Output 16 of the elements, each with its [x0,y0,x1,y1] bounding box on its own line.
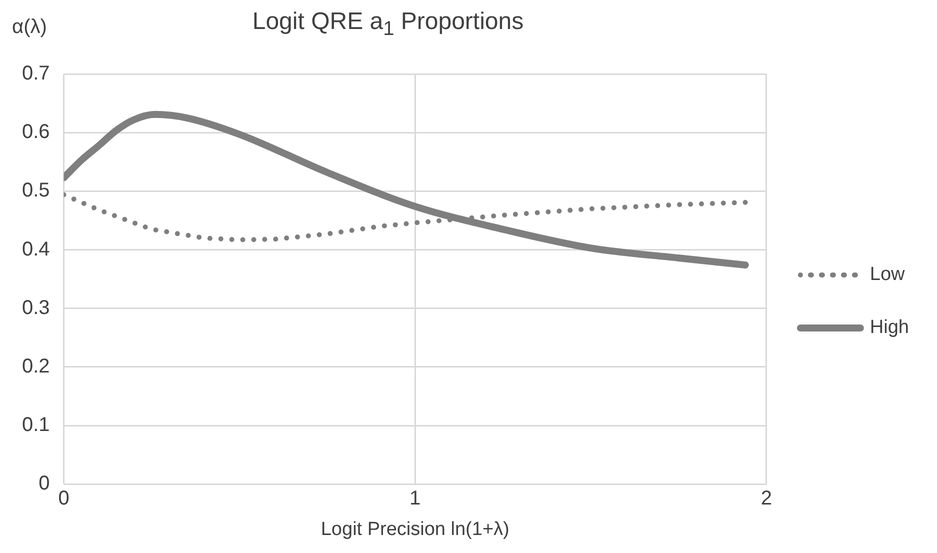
y-tick-label: 0.5 [22,180,50,202]
y-tick-label: 0.6 [22,121,50,144]
y-tick-label: 0.2 [22,356,50,378]
x-tick-label: 1 [410,488,421,510]
x-tick-label: 2 [760,488,772,510]
legend-label: High [870,317,909,338]
y-tick-label: 0 [38,472,50,495]
x-tick-label: 0 [58,488,70,510]
y-tick-label: 0.3 [22,296,50,319]
chart-title: Logit QRE a$_{1}$ Proportions [252,8,524,40]
x-axis-title: Logit Precision ln(1+λ) [320,518,510,540]
y-axis-title: α(λ) [12,16,47,39]
y-tick-label: 0.4 [22,238,50,260]
legend-label: Low [870,264,906,286]
y-tick-label: 0.1 [22,414,50,436]
y-tick-label: 0.7 [22,62,50,85]
